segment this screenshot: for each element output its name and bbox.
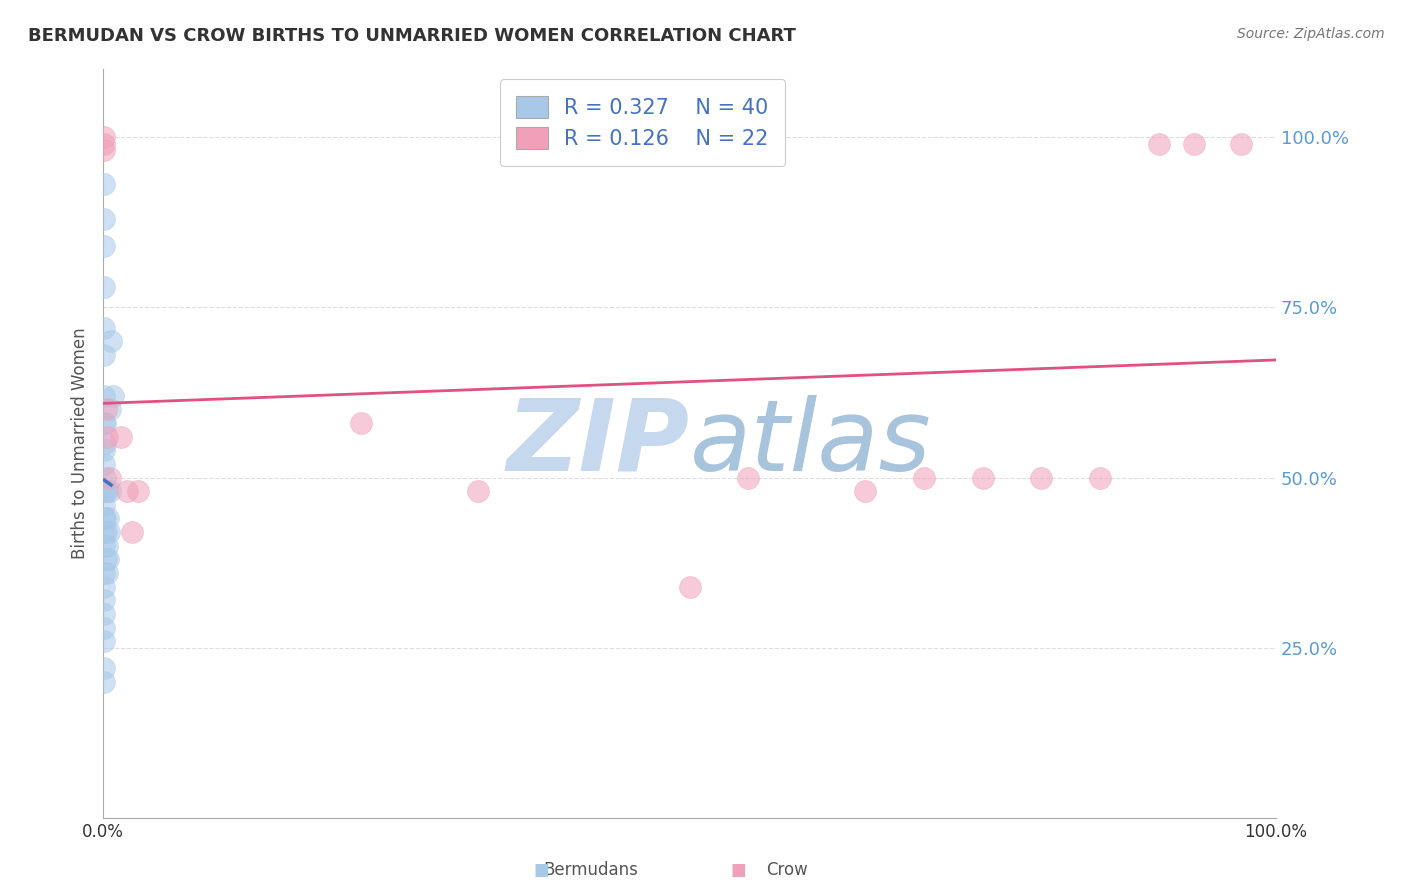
Point — [93, 211, 115, 226]
Point — [1031, 470, 1053, 484]
Point — [972, 470, 994, 484]
Point — [94, 470, 117, 484]
Text: ZIP: ZIP — [506, 395, 689, 492]
Point — [93, 607, 115, 621]
Point — [98, 402, 121, 417]
Point — [127, 484, 149, 499]
Point — [93, 675, 115, 690]
Point — [98, 484, 121, 499]
Point — [93, 593, 115, 607]
Text: atlas: atlas — [689, 395, 931, 492]
Point — [93, 661, 115, 675]
Point — [93, 279, 115, 293]
Point — [93, 178, 115, 192]
Point — [93, 621, 115, 635]
Point — [94, 416, 117, 430]
Point — [96, 430, 118, 444]
Point — [1147, 136, 1170, 151]
Text: Source: ZipAtlas.com: Source: ZipAtlas.com — [1237, 27, 1385, 41]
Point — [93, 566, 115, 580]
Point — [115, 484, 138, 499]
Point — [97, 552, 120, 566]
Point — [94, 525, 117, 540]
Point — [93, 239, 115, 253]
Point — [96, 484, 118, 499]
Point — [93, 389, 115, 403]
Point — [855, 484, 877, 499]
Point — [737, 470, 759, 484]
Text: BERMUDAN VS CROW BIRTHS TO UNMARRIED WOMEN CORRELATION CHART: BERMUDAN VS CROW BIRTHS TO UNMARRIED WOM… — [28, 27, 796, 45]
Text: Crow: Crow — [766, 861, 808, 879]
Point — [94, 511, 117, 525]
Point — [96, 539, 118, 553]
Point — [93, 511, 115, 525]
Point — [94, 552, 117, 566]
Point — [93, 484, 115, 499]
Point — [100, 334, 122, 349]
Point — [93, 129, 115, 144]
Point — [93, 457, 115, 471]
Point — [912, 470, 935, 484]
Point — [93, 539, 115, 553]
Point — [98, 470, 121, 484]
Point — [93, 416, 115, 430]
Point — [94, 402, 117, 417]
Point — [350, 416, 373, 430]
Point — [1088, 470, 1111, 484]
Point — [93, 580, 115, 594]
Point — [93, 443, 115, 458]
Point — [93, 320, 115, 334]
Point — [1182, 136, 1205, 151]
Point — [93, 136, 115, 151]
Legend: R = 0.327    N = 40, R = 0.126    N = 22: R = 0.327 N = 40, R = 0.126 N = 22 — [499, 78, 786, 166]
Point — [94, 436, 117, 450]
Point — [97, 511, 120, 525]
Point — [96, 566, 118, 580]
Point — [93, 634, 115, 648]
Text: ■: ■ — [533, 861, 550, 879]
Text: Bermudans: Bermudans — [543, 861, 638, 879]
Point — [121, 525, 143, 540]
Point — [93, 525, 115, 540]
Point — [93, 498, 115, 512]
Point — [678, 580, 700, 594]
Text: ■: ■ — [730, 861, 747, 879]
Point — [98, 525, 121, 540]
Point — [94, 484, 117, 499]
Point — [93, 144, 115, 158]
Point — [101, 389, 124, 403]
Y-axis label: Births to Unmarried Women: Births to Unmarried Women — [72, 327, 89, 559]
Point — [110, 430, 132, 444]
Point — [93, 348, 115, 362]
Point — [1229, 136, 1251, 151]
Point — [467, 484, 489, 499]
